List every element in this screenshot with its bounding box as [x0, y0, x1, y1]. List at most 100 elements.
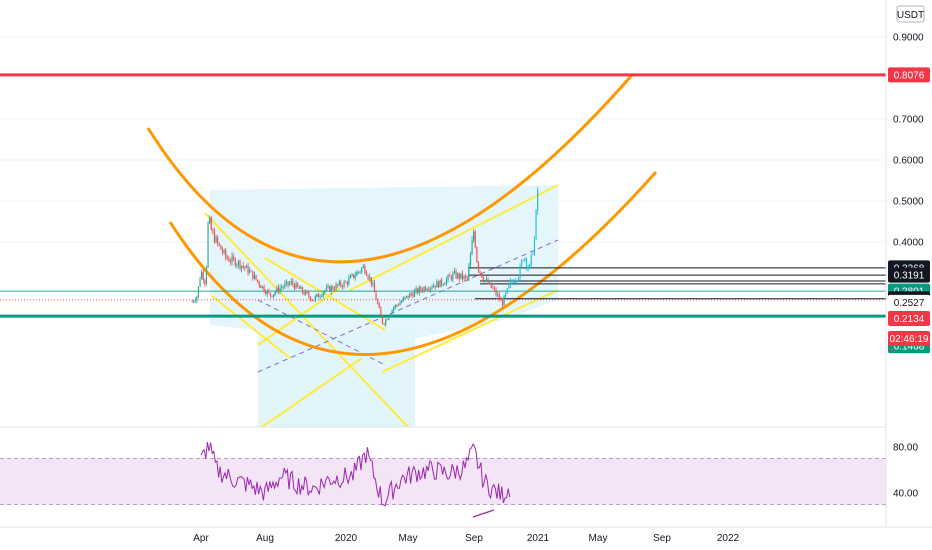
- candle-body: [345, 281, 347, 283]
- candle-body: [458, 273, 460, 279]
- candle-body: [314, 296, 316, 301]
- candle-body: [367, 275, 369, 279]
- candle-body: [463, 275, 465, 279]
- candle-body: [457, 273, 459, 278]
- candle-body: [241, 265, 243, 269]
- candle-body: [282, 286, 284, 288]
- candle-body: [375, 292, 377, 300]
- candle-body: [255, 275, 257, 280]
- candle-body: [290, 281, 292, 284]
- candle-body: [426, 289, 428, 291]
- candle-body: [221, 249, 224, 253]
- price-axis[interactable]: 0.90000.70000.60000.50000.40000.80760.33…: [888, 33, 930, 500]
- candle-body: [389, 314, 392, 317]
- candle-body: [335, 284, 337, 290]
- time-tick-label: May: [589, 533, 608, 544]
- candle-body: [332, 286, 334, 290]
- time-axis[interactable]: Apr Aug 2020 May Sep 2021 May Sep 2022: [193, 533, 739, 544]
- candle-body: [441, 279, 443, 285]
- price-tick-label: 0.6000: [893, 156, 924, 167]
- candle-body: [393, 307, 395, 311]
- candle-body: [530, 254, 532, 265]
- candle-body: [433, 285, 435, 288]
- candle-body: [325, 287, 328, 291]
- candle-body: [365, 272, 368, 276]
- yellow-line-a: [204, 212, 409, 428]
- currency-badge-box[interactable]: [896, 5, 925, 23]
- candle-body: [196, 296, 198, 301]
- price-tick-label: 0.5000: [893, 197, 924, 208]
- time-tick-label: 2020: [335, 533, 358, 544]
- candle-body: [479, 271, 481, 273]
- rsi-tick-label: 80.00: [893, 443, 918, 454]
- candle-body: [285, 281, 288, 284]
- candle-body: [402, 298, 404, 302]
- candle-body: [276, 287, 278, 292]
- candle-body: [421, 290, 424, 291]
- candle-body: [215, 237, 217, 243]
- candle-body: [305, 291, 307, 295]
- rsi-tick-label: 40.00: [893, 489, 918, 500]
- candle-body: [431, 287, 433, 289]
- candle-body: [300, 287, 302, 289]
- candle-body: [273, 293, 275, 297]
- candle-body: [333, 289, 336, 290]
- candle-body: [401, 301, 403, 303]
- time-tick-label: Aug: [256, 533, 274, 544]
- candle-body: [535, 209, 537, 239]
- candle-body: [295, 283, 297, 289]
- candle-body: [444, 283, 446, 285]
- price-series: [191, 187, 539, 327]
- candle-body: [271, 295, 273, 297]
- candle-body: [349, 275, 352, 279]
- price-tag[interactable]: [888, 294, 930, 310]
- candle-body: [245, 265, 248, 269]
- candle-body: [257, 279, 259, 282]
- candle-body: [465, 275, 467, 277]
- candle-body: [258, 281, 260, 286]
- rsi-line: [200, 441, 511, 507]
- countdown-label: 02:46:19: [890, 334, 929, 345]
- candle-body: [261, 286, 264, 288]
- candle-body: [226, 256, 228, 260]
- candle-body: [193, 301, 195, 303]
- candle-body: [191, 301, 193, 303]
- candle-body: [525, 258, 528, 267]
- price-tick-label: 0.9000: [893, 33, 924, 44]
- candle-body: [437, 281, 440, 288]
- candle-body: [468, 266, 470, 279]
- time-tick-label: 2021: [527, 533, 550, 544]
- candle-body: [205, 267, 208, 284]
- candle-body: [308, 292, 310, 297]
- candle-body: [514, 281, 516, 283]
- candle-body: [253, 275, 256, 279]
- candle-body: [497, 294, 499, 296]
- candle-body: [213, 232, 216, 243]
- candle-body: [527, 266, 529, 269]
- time-tick-label: Sep: [465, 533, 483, 544]
- candle-body: [476, 247, 478, 263]
- candle-body: [316, 294, 318, 297]
- price-tag[interactable]: [888, 267, 930, 283]
- candle-body: [321, 295, 323, 297]
- candle-body: [249, 270, 251, 273]
- candle-body: [210, 217, 212, 230]
- candle-body: [292, 281, 294, 285]
- candle-body: [268, 290, 270, 293]
- candle-body: [452, 273, 454, 280]
- price-tag[interactable]: [888, 311, 930, 327]
- candle-body: [373, 283, 376, 293]
- candle-body: [317, 294, 320, 298]
- drawing-layer: [146, 74, 658, 428]
- candle-body: [490, 282, 492, 288]
- candle-body: [281, 287, 283, 289]
- price-tag[interactable]: [888, 67, 930, 83]
- candle-body: [309, 296, 312, 300]
- candle-body: [420, 287, 422, 291]
- candle-body: [377, 299, 379, 304]
- candle-body: [319, 296, 321, 298]
- candle-body: [274, 291, 276, 294]
- candle-body: [265, 291, 267, 295]
- candle-body: [361, 268, 363, 272]
